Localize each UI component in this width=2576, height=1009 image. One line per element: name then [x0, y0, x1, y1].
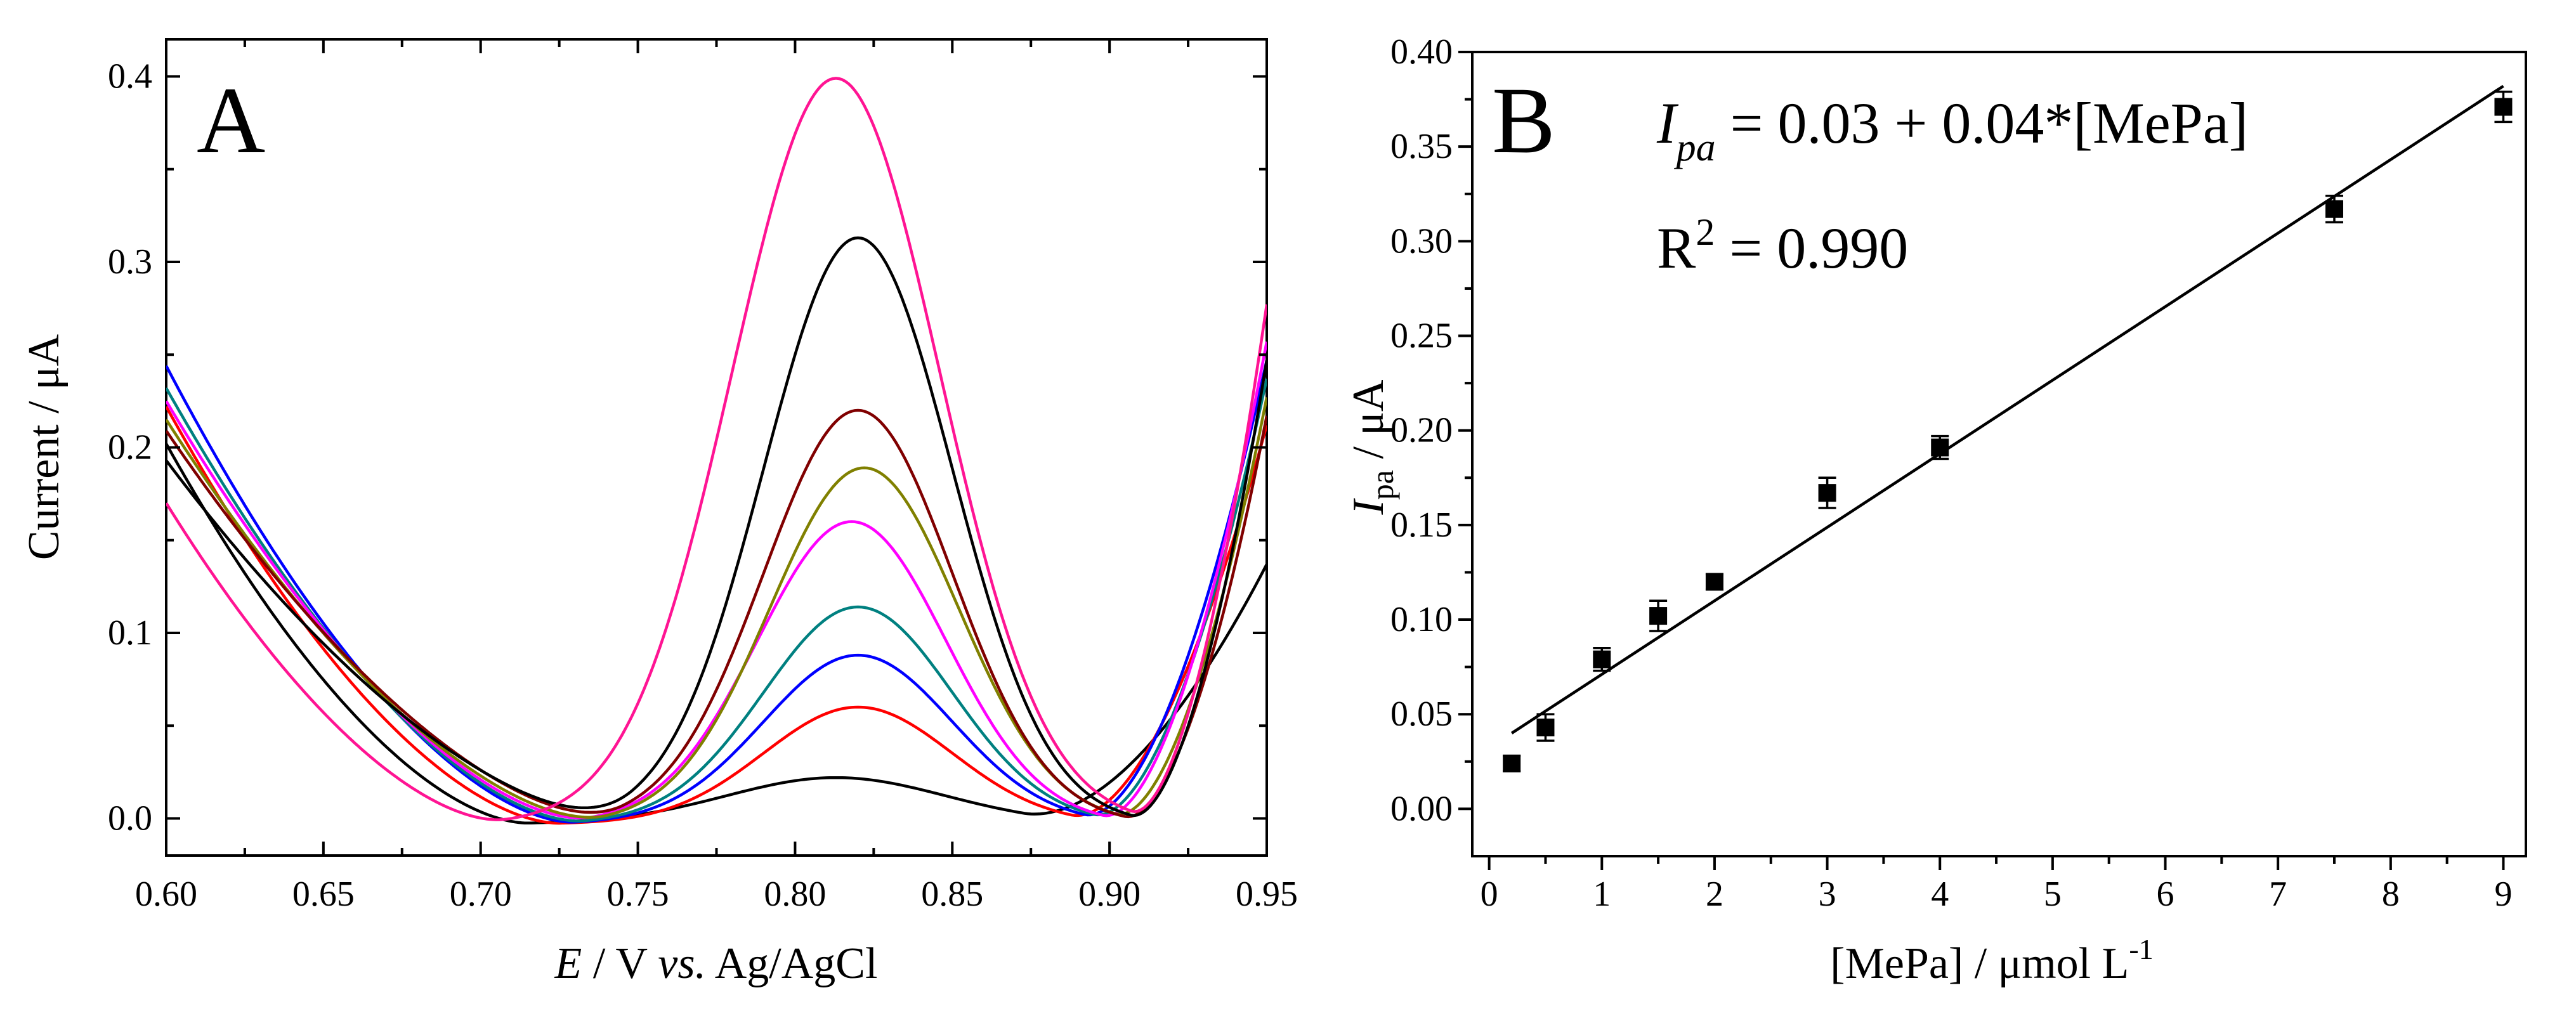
fit-line	[1510, 84, 2504, 734]
panel-a-series-c5	[166, 341, 1267, 820]
panel-a-ytick-label: 0.3	[108, 242, 152, 282]
panel-a-ytick-label: 0.0	[108, 799, 152, 838]
fit-equation-i: I	[1656, 91, 1679, 155]
panel-b-xtick-label: 2	[1706, 875, 1723, 914]
panel-a-xtick-label: 0.90	[1078, 875, 1141, 914]
panel-a-xtick-label: 0.65	[292, 875, 355, 914]
fit-equation-rhs: = 0.03 + 0.04*[MePa]	[1716, 91, 2249, 155]
panel-b-letter: B	[1492, 68, 1555, 173]
data-point	[2325, 200, 2343, 218]
data-point	[1705, 573, 1723, 591]
panel-b-ytick-label: 0.10	[1390, 600, 1453, 639]
data-point	[1503, 754, 1521, 772]
data-point	[1818, 484, 1836, 502]
panel-a-chart: 0.60 0.65 0.70 0.75 0.80 0.85 0.90 0.95 0.0 0.1 0.…	[20, 38, 1298, 988]
panel-a-xtick-label: 0.95	[1236, 875, 1298, 914]
panel-b-xtick-label: 7	[2269, 875, 2287, 914]
panel-b-ylabel-unit: / μA	[1344, 379, 1393, 470]
panel-a-ytick-label: 0.2	[108, 428, 152, 467]
panel-b-xtick-label: 6	[2157, 875, 2174, 914]
panel-b-frame	[1471, 51, 2527, 857]
panel-b-ytick-label: 0.35	[1390, 127, 1453, 166]
panel-b-ytick-label: 0.30	[1390, 221, 1453, 261]
panel-a-ylabel: Current / μA	[20, 334, 69, 560]
data-point	[1649, 607, 1668, 625]
panel-b-xlabel: [MePa] / μmol L-1	[1830, 933, 2153, 988]
panel-a-xtick-label: 0.80	[764, 875, 826, 914]
panel-a-xlabel: E / V vs. Ag/AgCl	[554, 939, 878, 988]
panel-b-xlabel-sup: -1	[2129, 933, 2153, 965]
panel-b-ytick-label: 0.05	[1390, 694, 1453, 734]
fit-equation: Ipa = 0.03 + 0.04*[MePa]	[1656, 91, 2248, 169]
panel-b-xtick-label: 1	[1593, 875, 1611, 914]
data-point	[1536, 719, 1555, 737]
panel-b-xtick-label: 0	[1481, 875, 1498, 914]
data-point	[2494, 98, 2513, 116]
panel-b-ytick-label: 0.20	[1390, 411, 1453, 450]
panel-a-series-group	[166, 77, 1267, 825]
panel-b-ylabel-i: I	[1344, 498, 1393, 516]
data-point	[1593, 650, 1611, 668]
panel-b-fit-group	[1510, 84, 2504, 734]
panel-a-xlabel-unit: / V	[582, 939, 658, 988]
panel-a-xlabel-e: E	[554, 939, 582, 988]
panel-a-letter: A	[197, 68, 265, 173]
panel-a-xtick-label: 0.70	[450, 875, 512, 914]
panel-a-xlabel-vs: vs.	[658, 939, 706, 988]
panel-a-xtick-label: 0.60	[135, 875, 197, 914]
panel-a-xtick-label: 0.85	[921, 875, 983, 914]
panel-b-ylabel: Ipa / μA	[1344, 379, 1400, 515]
r-squared-sup: 2	[1696, 211, 1715, 253]
panel-b-ytick-label: 0.15	[1390, 505, 1453, 545]
panel-b-xtick-label: 3	[1819, 875, 1836, 914]
panel-a-ytick-label: 0.1	[108, 613, 152, 653]
panel-b-ytick-label: 0.40	[1390, 32, 1453, 72]
panel-b-xtick-label: 4	[1931, 875, 1949, 914]
panel-b-ytick-label: 0.25	[1390, 316, 1453, 356]
panel-a-series-c2	[166, 406, 1267, 825]
panel-b-ticks: 0 1 2 3 4 5 6 7 8 9 0.00 0.05 0.10 0.15 0.20 0.25 0.30 0.…	[1390, 32, 2512, 914]
panel-a-ticks: 0.60 0.65 0.70 0.75 0.80 0.85 0.90 0.95 0.0 0.1 0.…	[108, 39, 1298, 914]
panel-a-frame	[165, 38, 1268, 857]
fit-equation-sub: pa	[1674, 126, 1716, 169]
panel-b-xlabel-main: [MePa] / μmol L	[1830, 939, 2129, 988]
panel-b-xtick-label: 8	[2382, 875, 2400, 914]
panel-a-xtick-label: 0.75	[607, 875, 669, 914]
panel-b-ylabel-sub: pa	[1364, 470, 1400, 500]
panel-b-xtick-label: 5	[2044, 875, 2062, 914]
r-squared: R2 = 0.990	[1657, 211, 1908, 280]
r-squared-r: R	[1657, 216, 1696, 280]
r-squared-value: = 0.990	[1715, 216, 1908, 280]
panel-a-xlabel-ref: Ag/AgCl	[706, 939, 877, 988]
panel-b-chart: 0 1 2 3 4 5 6 7 8 9 0.00 0.05 0.10 0.15 0.20 0.25 0.30 0.…	[1344, 32, 2527, 988]
panel-b-points-group	[1503, 90, 2513, 772]
data-point	[1931, 438, 1949, 457]
panel-b-ytick-label: 0.00	[1390, 789, 1453, 828]
panel-b-xtick-label: 9	[2494, 875, 2512, 914]
panel-a-series-c8	[166, 236, 1267, 817]
panel-a-ytick-label: 0.4	[108, 57, 152, 96]
panel-a-series-c9	[166, 77, 1267, 821]
panel-a-series-c3	[166, 360, 1267, 824]
panel-a-series-c7	[166, 408, 1267, 819]
